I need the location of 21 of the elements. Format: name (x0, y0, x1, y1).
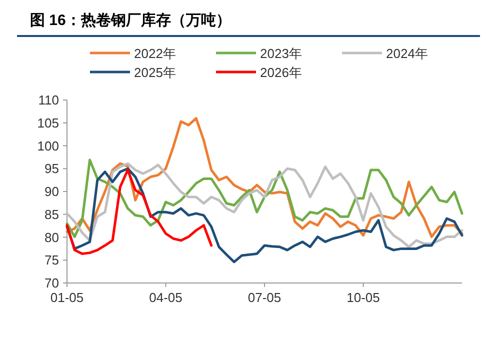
y-tick-label: 70 (44, 276, 59, 290)
line-series (66, 168, 213, 255)
legend-label: 2025年 (134, 65, 176, 80)
y-tick-label: 90 (44, 184, 59, 199)
x-tick-label: 07-05 (248, 290, 282, 305)
legend-label: 2024年 (386, 46, 428, 61)
legend-label: 2023年 (260, 46, 302, 61)
x-tick-label: 01-05 (50, 290, 84, 305)
legend-label: 2022年 (134, 46, 176, 61)
y-tick-label: 85 (44, 206, 59, 222)
legend-label: 2026年 (260, 65, 302, 80)
y-tick-label: 110 (38, 92, 59, 108)
y-tick-label: 100 (37, 138, 59, 154)
x-tick-label: 04-05 (149, 290, 182, 305)
line-series (66, 167, 464, 264)
y-tick-label: 75 (44, 252, 59, 268)
chart-title: 图 16：热卷钢厂库存（万吨） (30, 11, 231, 29)
y-tick-label: 80 (44, 230, 59, 245)
y-tick-label: 105 (37, 115, 59, 130)
y-tick-label: 95 (44, 161, 59, 176)
x-tick-label: 10-05 (346, 290, 380, 305)
